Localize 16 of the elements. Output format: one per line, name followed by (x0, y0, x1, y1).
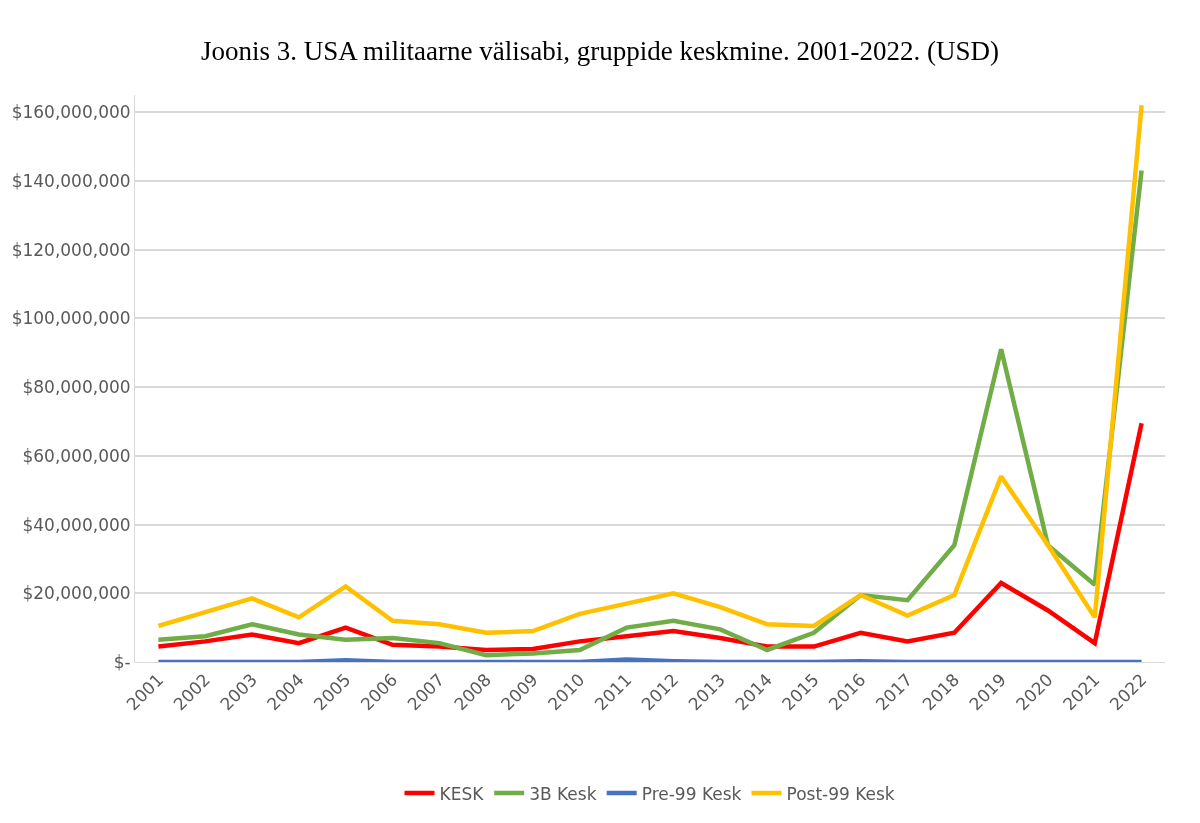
y-tick-label: $120,000,000 (11, 239, 131, 260)
y-tick-label: $160,000,000 (11, 102, 131, 123)
line-series (156, 420, 1144, 653)
legend-label: Post-99 Kesk (786, 783, 895, 804)
y-tick-label: $80,000,000 (22, 377, 131, 398)
chart-title: Joonis 3. USA militaarne välisabi, gruppide keskmine. 2001-2022. (USD) (201, 36, 999, 67)
y-tick-label: $40,000,000 (22, 514, 131, 535)
y-tick-label: $100,000,000 (11, 308, 131, 329)
legend-label: Pre-99 Kesk (641, 783, 742, 804)
y-tick-label: $60,000,000 (22, 445, 131, 466)
legend-label: 3B Kesk (529, 783, 597, 804)
y-tick-label: $140,000,000 (11, 170, 131, 191)
line-series (156, 103, 1144, 636)
y-tick-label: $- (113, 651, 131, 672)
legend-label: KESK (439, 783, 485, 804)
y-tick-label: $20,000,000 (22, 583, 131, 604)
